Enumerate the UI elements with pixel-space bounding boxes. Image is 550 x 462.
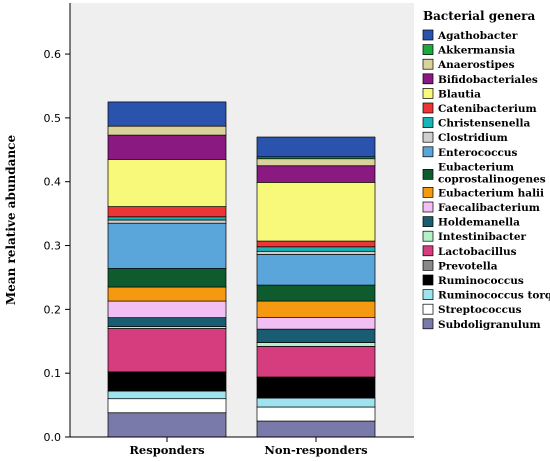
bar-segment-clostridium-non-responders (256, 250, 376, 255)
legend-label-akkermansia: Akkermansia (437, 45, 515, 57)
legend-swatch-bifidobacteriales (422, 73, 434, 85)
legend-label-prevotella: Prevotella (438, 260, 498, 272)
legend-swatch-faecalibacterium (422, 201, 434, 213)
bar-segment-anaerostipes-non-responders (256, 158, 376, 167)
legend-label-streptococcus: Streptococcus (438, 304, 522, 316)
bar-segment-lactobacillus-responders (107, 328, 227, 373)
y-tick-label: 0.6 (44, 48, 62, 61)
legend-label-ruminococcus-torque: Ruminococcus torque (438, 290, 550, 302)
legend-swatch-eubacterium-coprostalinogenes (422, 169, 434, 180)
legend-swatch-blautia (422, 88, 434, 99)
bar-segment-eubacterium-halii-non-responders (256, 300, 376, 318)
legend-label-bifidobacteriales: Bifidobacteriales (438, 74, 538, 86)
bar-segment-holdemanella-non-responders (256, 328, 376, 343)
bar-segment-bifidobacteriales-responders (107, 134, 227, 160)
legend-label-agathobacter: Agathobacter (437, 30, 518, 42)
legend-swatch-anaerostipes (422, 58, 434, 70)
legend-label-intestinibacter: Intestinibacter (438, 231, 527, 243)
bar-segment-eubacterium-halii-responders (107, 286, 227, 302)
y-tick-label: 0.0 (44, 431, 62, 444)
legend-swatch-akkermansia (422, 44, 434, 55)
legend-swatch-catenibacterium (422, 102, 434, 114)
y-tick-label: 0.4 (44, 176, 62, 189)
y-axis-label: Mean relative abundance (4, 135, 18, 306)
legend-swatch-ruminococcus (422, 274, 434, 286)
legend-label-eubacterium-halii: Eubacterium halii (438, 187, 544, 199)
bar-segment-subdoligranulum-responders (107, 412, 227, 438)
x-category-label-non-responders: Non-responders (264, 443, 367, 457)
bar-segment-streptococcus-non-responders (256, 406, 376, 422)
legend-label-clostridium: Clostridium (438, 132, 508, 144)
bar-segment-ruminococcus-torque-responders (107, 390, 227, 400)
legend-swatch-eubacterium-halii (422, 187, 434, 198)
bar-segment-subdoligranulum-non-responders (256, 420, 376, 438)
legend-label-ruminococcus: Ruminococcus (438, 275, 524, 287)
y-tick-label: 0.3 (44, 240, 62, 253)
bar-segment-anaerostipes-responders (107, 125, 227, 136)
bar-segment-intestinibacter-non-responders (256, 342, 376, 347)
bar-segment-enterococcus-responders (107, 222, 227, 269)
legend-label-faecalibacterium: Faecalibacterium (438, 202, 540, 214)
legend-title: Bacterial genera (423, 9, 536, 23)
legend-label-anaerostipes: Anaerostipes (437, 59, 515, 71)
bar-segment-bifidobacteriales-non-responders (256, 165, 376, 183)
y-ticks: 0.0 0.1 0.2 0.3 0.4 0.5 0.6 (44, 48, 70, 444)
legend-swatch-ruminococcus-torque (422, 289, 434, 300)
legend-label-subdoligranulum: Subdoligranulum (438, 319, 541, 331)
legend-swatch-subdoligranulum (422, 318, 434, 330)
legend-swatch-prevotella (422, 260, 434, 271)
bar-segment-christensenella-responders (107, 216, 227, 221)
bar-segment-agathobacter-non-responders (256, 136, 376, 158)
bar-segment-blautia-non-responders (256, 181, 376, 242)
legend-swatch-enterococcus (422, 146, 434, 158)
bar-segment-faecalibacterium-responders (107, 300, 227, 318)
legend-label-catenibacterium: Catenibacterium (438, 103, 537, 115)
legend-label-holdemanella: Holdemanella (438, 217, 520, 229)
legend-swatch-lactobacillus (422, 245, 434, 257)
bar-segment-catenibacterium-non-responders (256, 240, 376, 248)
legend-swatch-holdemanella (422, 216, 434, 227)
bar-segment-ruminococcus-torque-non-responders (256, 397, 376, 408)
legend-swatch-intestinibacter (422, 230, 434, 242)
bar-segment-blautia-responders (107, 159, 227, 207)
bars-layer (107, 101, 376, 438)
legend-swatch-christensenella (422, 117, 434, 128)
bar-segment-ruminococcus-non-responders (256, 376, 376, 399)
bar-segment-agathobacter-responders (107, 101, 227, 127)
bar-segment-eubacterium-coprostalinogenes-responders (107, 268, 227, 288)
legend-label-enterococcus: Enterococcus (438, 147, 518, 159)
x-category-labels: Responders Non-responders (129, 437, 368, 457)
bar-segment-faecalibacterium-non-responders (256, 317, 376, 330)
bar-segment-holdemanella-responders (107, 317, 227, 327)
legend-label-lactobacillus: Lactobacillus (438, 246, 517, 258)
bar-segment-lactobacillus-non-responders (256, 346, 376, 378)
legend-label-christensenella: Christensenella (438, 118, 530, 130)
legend-swatch-streptococcus (422, 303, 434, 315)
bar-segment-catenibacterium-responders (107, 206, 227, 218)
bar-segment-eubacterium-coprostalinogenes-non-responders (256, 284, 376, 302)
legend-label-blautia: Blautia (438, 88, 481, 100)
y-tick-label: 0.5 (44, 112, 62, 125)
legend-label-eubacterium-coprostalinogenes: Eubacterium coprostalinogenes (438, 161, 546, 185)
bar-segment-clostridium-responders (107, 219, 227, 224)
legend: Bacterial genera Agathobacter Akkermansia… (422, 9, 550, 331)
y-tick-label: 0.2 (44, 303, 62, 316)
x-category-label-responders: Responders (129, 443, 204, 457)
bar-segment-christensenella-non-responders (256, 246, 376, 252)
legend-swatch-clostridium (422, 131, 434, 143)
bar-segment-streptococcus-responders (107, 398, 227, 414)
bar-segment-ruminococcus-responders (107, 371, 227, 392)
y-tick-label: 0.1 (44, 367, 62, 380)
legend-swatch-agathobacter (422, 29, 434, 41)
bar-segment-enterococcus-non-responders (256, 254, 376, 286)
